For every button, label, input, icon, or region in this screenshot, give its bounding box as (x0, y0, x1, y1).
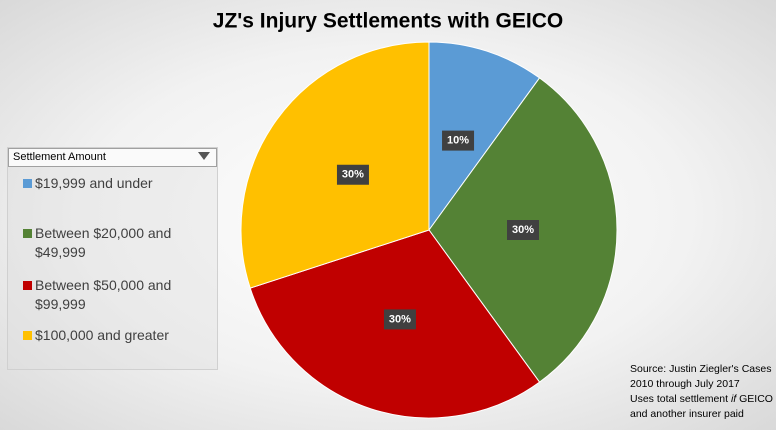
legend-label: Between $50,000 and $99,999 (35, 277, 172, 312)
data-label: 30% (389, 313, 411, 325)
legend-item: Between $50,000 and $99,999 (23, 276, 205, 314)
data-label-box (336, 164, 369, 185)
legend-swatch (23, 229, 32, 238)
legend-item: Between $20,000 and $49,999 (23, 224, 205, 262)
legend-label: $100,000 and greater (35, 327, 169, 343)
data-label-box (442, 130, 475, 151)
data-label-box (507, 220, 539, 240)
legend-swatch (23, 281, 32, 290)
legend-label: Between $20,000 and $49,999 (35, 225, 172, 260)
note-line: Source: Justin Ziegler's Cases (630, 363, 771, 375)
data-label-box (383, 309, 416, 330)
filter-icon[interactable] (198, 152, 210, 160)
chart-title: JZ's Injury Settlements with GEICO (213, 10, 563, 33)
note-part: if (731, 393, 737, 405)
legend-label: $19,999 and under (35, 175, 153, 191)
pie-slice (240, 41, 430, 289)
legend-title[interactable]: Settlement Amount (8, 148, 217, 167)
legend-swatch (23, 179, 32, 188)
note-line: 2010 through July 2017 (630, 378, 740, 390)
legend-item: $100,000 and greater (23, 326, 205, 345)
note-line: Uses total settlement if GEICO (630, 393, 773, 405)
note-line: and another insurer paid (630, 408, 744, 420)
legend: Settlement Amount $19,999 and under Betwe… (7, 147, 218, 370)
legend-swatch (23, 331, 32, 340)
legend-item: $19,999 and under (23, 174, 205, 193)
pie-slice (428, 41, 541, 232)
data-label: 30% (342, 169, 364, 181)
note-part: Uses total settlement (630, 393, 731, 405)
legend-title-text: Settlement Amount (13, 151, 106, 163)
data-label: 10% (447, 135, 469, 147)
data-label: 30% (512, 224, 534, 236)
note-part: GEICO (736, 393, 773, 405)
